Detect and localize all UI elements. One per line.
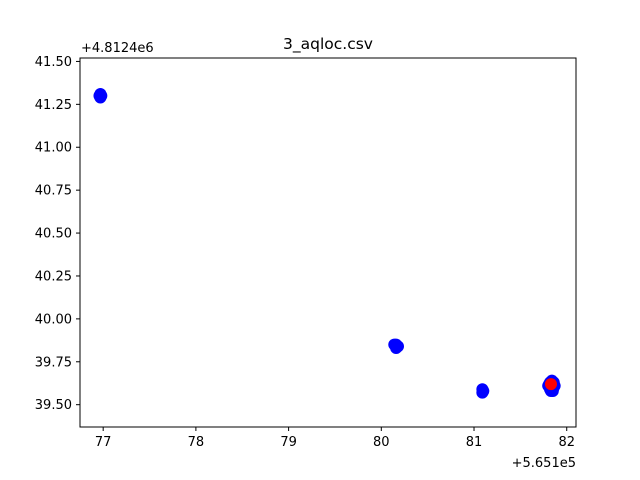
y-tick-label-7: 41.25 — [35, 98, 72, 113]
y-tick-label-8: 41.50 — [35, 55, 72, 70]
data-point-s0-8 — [390, 342, 403, 355]
data-point-s0-11 — [476, 386, 489, 399]
axes-frame — [79, 57, 577, 428]
y-tick-label-0: 39.50 — [35, 398, 72, 413]
x-tick-label-3: 80 — [373, 435, 390, 450]
y-tick-label-1: 39.75 — [35, 355, 72, 370]
x-tick-label-2: 79 — [280, 435, 297, 450]
y-tick-label-4: 40.50 — [35, 227, 72, 242]
x-tick-label-5: 82 — [558, 435, 575, 450]
data-point-s1-0 — [544, 378, 557, 391]
x-tick-label-1: 78 — [188, 435, 205, 450]
y-tick-label-5: 40.75 — [35, 184, 72, 199]
y-offset-label: +4.8124e6 — [81, 41, 154, 56]
data-point-s0-3 — [94, 91, 107, 104]
plot-area — [93, 88, 561, 399]
x-axis: 77 78 79 80 81 82 — [95, 427, 575, 450]
x-offset-label: +5.651e5 — [512, 456, 576, 471]
x-tick-label-4: 81 — [466, 435, 483, 450]
y-tick-label-3: 40.25 — [35, 269, 72, 284]
x-tick-label-0: 77 — [95, 435, 112, 450]
y-tick-label-2: 40.00 — [35, 312, 72, 327]
y-axis: 39.50 39.75 40.00 40.25 40.50 40.75 41.00 41.25… — [35, 55, 80, 413]
chart-title: 3_aqloc.csv — [283, 35, 373, 54]
y-tick-label-6: 41.00 — [35, 141, 72, 156]
